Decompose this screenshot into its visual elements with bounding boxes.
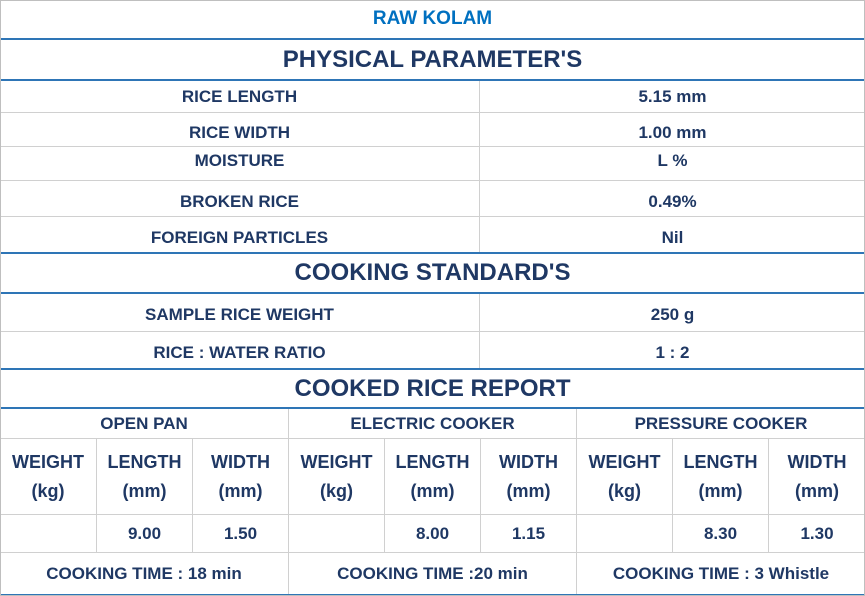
param-label: MOISTURE — [0, 147, 480, 180]
column-length: LENGTH (mm) — [97, 439, 193, 514]
column-weight-label: WEIGHT — [588, 451, 661, 472]
column-width: WIDTH (mm) — [769, 439, 865, 514]
column-weight: WEIGHT (kg) — [0, 439, 97, 514]
column-length: LENGTH (mm) — [385, 439, 481, 514]
times-row: COOKING TIME : 18 min COOKING TIME :20 m… — [0, 553, 865, 596]
param-label: FOREIGN PARTICLES — [0, 217, 480, 252]
cooking-heading: COOKING STANDARD'S — [294, 259, 571, 286]
pressure-time: COOKING TIME : 3 Whistle — [612, 563, 830, 583]
param-label: BROKEN RICE — [0, 181, 480, 216]
column-width-label: WIDTH — [211, 451, 270, 472]
column-weight-unit: (kg) — [31, 480, 65, 501]
open-pan-length: 9.00 — [97, 515, 193, 552]
physical-row-moisture: MOISTURE L % — [0, 147, 865, 181]
report-heading-row: COOKED RICE REPORT — [0, 370, 865, 409]
param-label: RICE WIDTH — [0, 113, 480, 146]
param-value: Nil — [661, 227, 684, 247]
column-width-unit: (mm) — [218, 480, 263, 501]
param-value: 0.49% — [648, 191, 697, 211]
column-width-label: WIDTH — [787, 451, 847, 472]
methods-row: OPEN PAN ELECTRIC COOKER PRESSURE COOKER — [0, 409, 865, 439]
column-weight: WEIGHT (kg) — [289, 439, 385, 514]
physical-row-width: RICE WIDTH 1.00 mm — [0, 113, 865, 147]
column-length-unit: (mm) — [122, 480, 167, 501]
column-length-unit: (mm) — [410, 480, 455, 501]
cooking-row-weight: SAMPLE RICE WEIGHT 250 g — [0, 294, 865, 332]
open-pan-time: COOKING TIME : 18 min — [0, 553, 289, 594]
electric-length: 8.00 — [385, 515, 481, 552]
column-length: LENGTH (mm) — [673, 439, 769, 514]
open-pan-width: 1.50 — [193, 515, 289, 552]
column-weight-unit: (kg) — [608, 480, 641, 501]
param-value: 1.00 mm — [638, 122, 707, 142]
column-length-label: LENGTH — [107, 451, 182, 472]
pressure-length: 8.30 — [673, 515, 769, 552]
param-label: RICE : WATER RATIO — [0, 332, 480, 368]
open-pan-weight — [0, 515, 97, 552]
electric-width: 1.15 — [481, 515, 577, 552]
column-weight: WEIGHT (kg) — [577, 439, 673, 514]
column-width-label: WIDTH — [499, 451, 558, 472]
column-length-label: LENGTH — [683, 451, 758, 472]
column-width-unit: (mm) — [506, 480, 551, 501]
page-title: RAW KOLAM — [372, 8, 493, 29]
physical-heading: PHYSICAL PARAMETER'S — [282, 45, 583, 73]
electric-weight — [289, 515, 385, 552]
physical-row-foreign: FOREIGN PARTICLES Nil — [0, 217, 865, 254]
column-width-unit: (mm) — [795, 480, 839, 501]
param-value: 250 g — [650, 304, 695, 324]
method-electric-cooker: ELECTRIC COOKER — [289, 409, 577, 438]
param-label: SAMPLE RICE WEIGHT — [0, 294, 480, 331]
physical-row-broken: BROKEN RICE 0.49% — [0, 181, 865, 217]
cooking-heading-row: COOKING STANDARD'S — [0, 254, 865, 294]
report-heading: COOKED RICE REPORT — [294, 374, 571, 402]
param-label: RICE LENGTH — [0, 81, 480, 112]
column-weight-label: WEIGHT — [12, 451, 84, 472]
param-value: 5.15 mm — [638, 86, 707, 106]
title-row: RAW KOLAM — [0, 0, 865, 40]
pressure-weight — [577, 515, 673, 552]
cooking-row-ratio: RICE : WATER RATIO 1 : 2 — [0, 332, 865, 370]
column-length-unit: (mm) — [698, 480, 743, 501]
column-weight-unit: (kg) — [320, 480, 353, 501]
values-row: 9.00 1.50 8.00 1.15 8.30 1.30 — [0, 515, 865, 553]
column-width: WIDTH (mm) — [481, 439, 577, 514]
physical-row-length: RICE LENGTH 5.15 mm — [0, 81, 865, 113]
column-header-row: WEIGHT (kg) LENGTH (mm) WIDTH (mm) WEIGH… — [0, 439, 865, 515]
method-pressure-cooker: PRESSURE COOKER — [634, 413, 808, 433]
method-open-pan: OPEN PAN — [0, 409, 289, 438]
electric-time: COOKING TIME :20 min — [289, 553, 577, 594]
param-value: L % — [657, 150, 688, 170]
column-width: WIDTH (mm) — [193, 439, 289, 514]
column-weight-label: WEIGHT — [300, 451, 373, 472]
physical-heading-row: PHYSICAL PARAMETER'S — [0, 40, 865, 81]
param-value: 1 : 2 — [655, 343, 690, 362]
column-length-label: LENGTH — [395, 451, 470, 472]
pressure-width: 1.30 — [800, 523, 834, 543]
